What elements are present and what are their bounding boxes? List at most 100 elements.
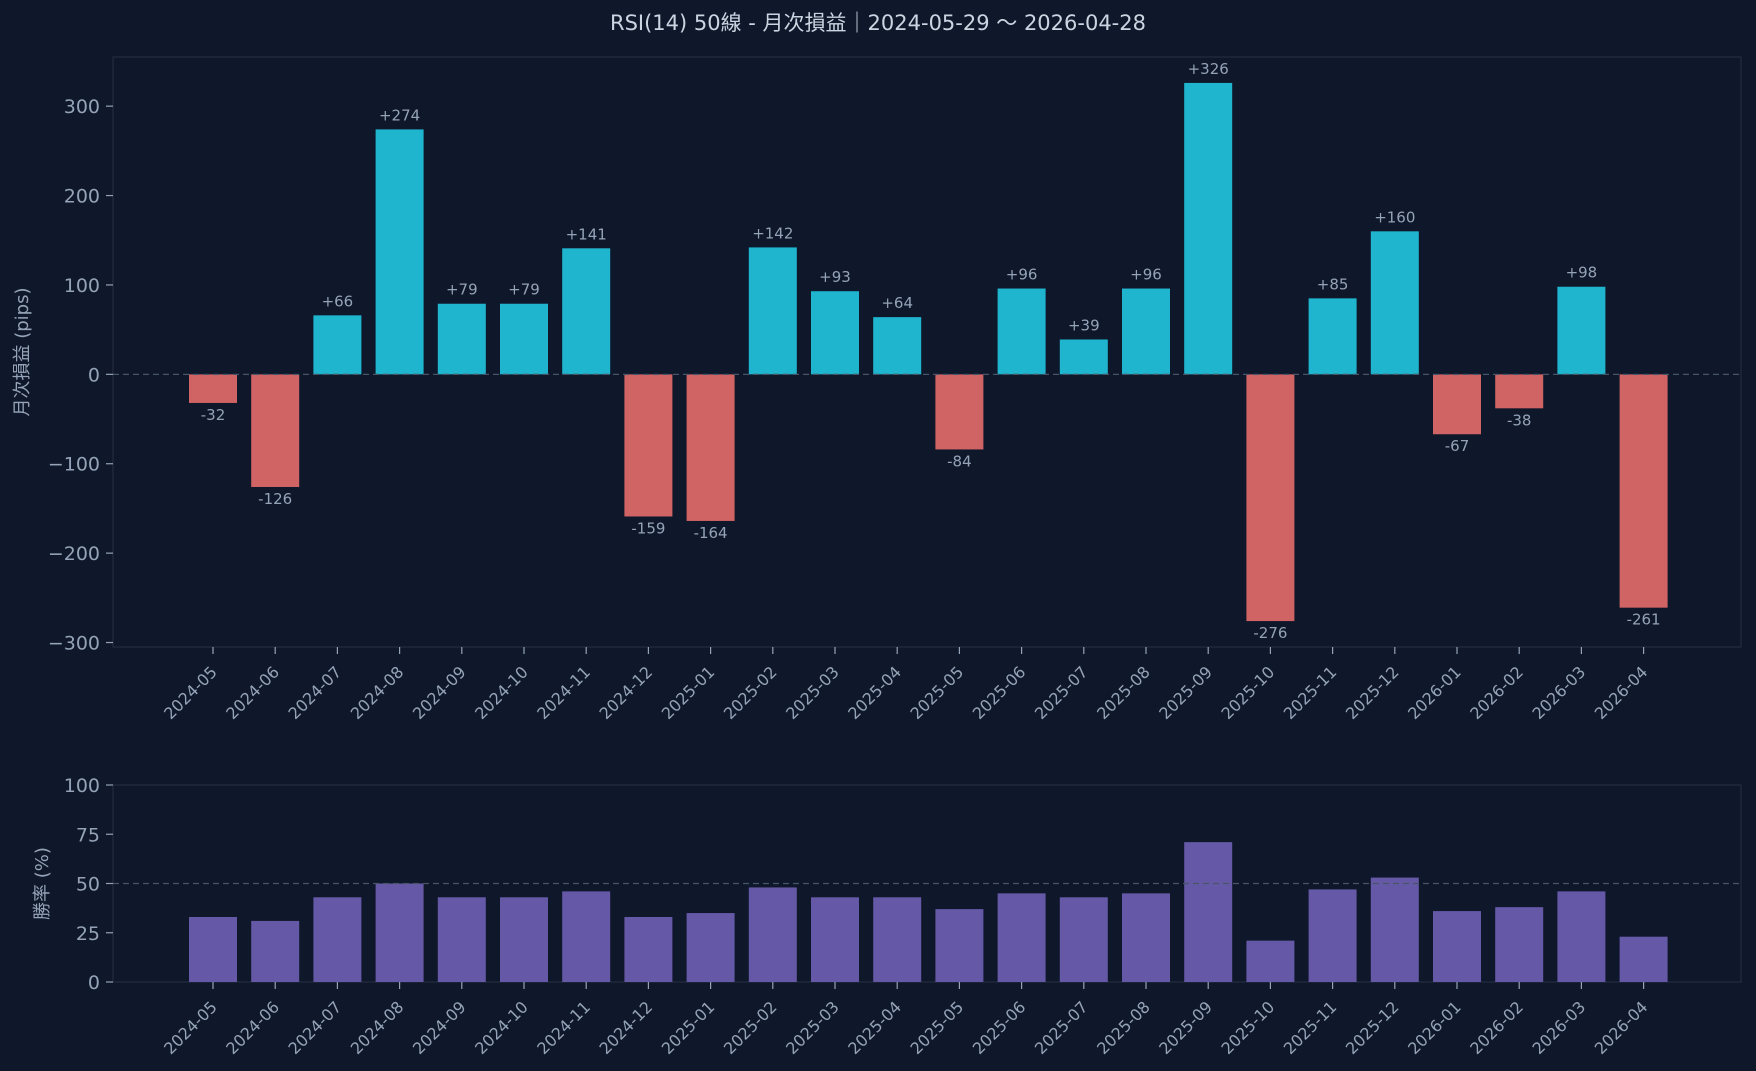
- pnl-y-tick-label: 100: [64, 275, 100, 297]
- pnl-x-tick-label: 2025-08: [1093, 662, 1154, 723]
- pnl-bar-2025-04: [873, 317, 922, 375]
- pnl-x-tick-label: 2024-12: [596, 662, 657, 723]
- winrate-x-tick-label: 2025-02: [720, 997, 781, 1058]
- pnl-data-label: -32: [201, 406, 226, 424]
- winrate-bar-2024-08: [375, 883, 424, 982]
- pnl-x-tick-label: 2026-03: [1529, 662, 1590, 723]
- pnl-bar-2024-10: [500, 303, 548, 375]
- winrate-x-tick-label: 2024-08: [347, 997, 408, 1058]
- winrate-y-axis-label: 勝率 (%): [32, 847, 53, 920]
- pnl-y-tick-label: −200: [48, 543, 100, 565]
- pnl-data-label: -261: [1627, 611, 1661, 629]
- pnl-x-tick-label: 2025-05: [907, 662, 968, 723]
- pnl-bar-2025-01: [686, 374, 735, 521]
- winrate-x-tick-label: 2025-01: [658, 997, 719, 1058]
- pnl-bar-2025-11: [1308, 298, 1357, 375]
- pnl-data-label: +39: [1068, 316, 1100, 334]
- winrate-bar-2026-01: [1433, 911, 1481, 982]
- pnl-data-label: +160: [1374, 208, 1415, 226]
- winrate-bar-2025-10: [1246, 940, 1295, 982]
- pnl-bar-2025-10: [1246, 374, 1295, 622]
- pnl-data-label: -164: [694, 524, 728, 542]
- winrate-y-tick-label: 100: [64, 775, 100, 797]
- pnl-plot-frame: [112, 56, 1742, 648]
- pnl-y-tick-label: 300: [64, 96, 100, 118]
- pnl-bar-2024-06: [251, 374, 300, 487]
- pnl-bar-2024-05: [189, 374, 237, 403]
- winrate-bar-2024-09: [437, 897, 486, 982]
- winrate-bar-2025-05: [935, 909, 984, 982]
- pnl-data-label: +326: [1188, 60, 1229, 78]
- pnl-x-tick-label: 2025-07: [1031, 662, 1092, 723]
- winrate-x-tick-label: 2024-10: [471, 997, 532, 1058]
- winrate-x-tick-label: 2024-09: [409, 997, 470, 1058]
- winrate-x-tick-label: 2024-06: [222, 997, 283, 1058]
- pnl-x-tick-label: 2024-10: [471, 662, 532, 723]
- winrate-bar-2025-06: [997, 893, 1046, 982]
- winrate-bar-2025-09: [1184, 842, 1233, 982]
- pnl-bar-2025-06: [997, 288, 1046, 375]
- pnl-x-tick-label: 2025-01: [658, 662, 719, 723]
- winrate-bar-2025-08: [1122, 893, 1170, 982]
- pnl-x-tick-label: 2025-11: [1280, 662, 1341, 723]
- pnl-x-tick-label: 2026-02: [1466, 662, 1527, 723]
- winrate-bar-2024-10: [500, 897, 548, 982]
- pnl-x-tick-label: 2025-04: [844, 662, 905, 723]
- pnl-x-tick-label: 2026-01: [1404, 662, 1465, 723]
- pnl-data-label: +79: [446, 281, 478, 299]
- winrate-bar-2025-11: [1308, 889, 1357, 982]
- pnl-x-tick-label: 2024-06: [222, 662, 283, 723]
- pnl-data-label: -159: [631, 519, 665, 537]
- pnl-panel: 300 200 100 0 −100 −200 −300 月次損益 (pips) -32 2024…: [12, 56, 1742, 723]
- winrate-y-tick-label: 0: [88, 972, 100, 994]
- pnl-bar-2025-02: [748, 247, 797, 375]
- pnl-x-tick-label: 2024-07: [285, 662, 346, 723]
- chart-title: RSI(14) 50線 - 月次損益｜2024-05-29 〜 2026-04-…: [610, 11, 1146, 35]
- winrate-x-tick-label: 2025-07: [1031, 997, 1092, 1058]
- pnl-x-tick-label: 2025-09: [1155, 662, 1216, 723]
- pnl-bar-2024-12: [624, 374, 673, 517]
- winrate-bar-2025-12: [1370, 877, 1419, 982]
- winrate-bar-2025-01: [686, 913, 735, 982]
- pnl-bar-2026-04: [1619, 374, 1668, 608]
- pnl-data-label: +142: [752, 224, 793, 242]
- pnl-data-label: +141: [566, 225, 607, 243]
- pnl-bar-2025-08: [1122, 288, 1170, 375]
- winrate-bar-2024-06: [251, 920, 300, 982]
- pnl-bar-2026-03: [1557, 286, 1606, 375]
- pnl-data-label: +274: [379, 106, 420, 124]
- pnl-data-label: +93: [819, 268, 851, 286]
- winrate-x-tick-label: 2024-05: [160, 997, 221, 1058]
- pnl-bar-2025-09: [1184, 82, 1233, 375]
- pnl-bar-2025-12: [1370, 231, 1419, 375]
- pnl-bar-2025-05: [935, 374, 984, 450]
- winrate-x-tick-label: 2025-10: [1218, 997, 1279, 1058]
- pnl-data-label: -126: [258, 490, 292, 508]
- pnl-bar-2024-08: [375, 129, 424, 375]
- winrate-x-tick-label: 2025-04: [844, 997, 905, 1058]
- winrate-bar-2025-03: [811, 897, 859, 982]
- winrate-x-tick-label: 2025-12: [1342, 997, 1403, 1058]
- winrate-x-tick-label: 2026-04: [1591, 997, 1652, 1058]
- pnl-bar-2024-09: [437, 303, 486, 375]
- pnl-data-label: -276: [1253, 624, 1287, 642]
- winrate-y-tick-label: 75: [76, 824, 100, 846]
- pnl-data-label: +96: [1006, 266, 1038, 284]
- pnl-bar-2024-11: [562, 248, 611, 375]
- winrate-x-tick-label: 2024-11: [533, 997, 594, 1058]
- winrate-x-tick-label: 2025-09: [1155, 997, 1216, 1058]
- pnl-x-tick-label: 2025-03: [782, 662, 843, 723]
- pnl-x-tick-label: 2025-12: [1342, 662, 1403, 723]
- winrate-bar-2024-07: [313, 897, 362, 982]
- pnl-y-tick-label: 0: [88, 364, 100, 386]
- winrate-bar-2026-02: [1495, 907, 1544, 982]
- pnl-bar-2024-07: [313, 315, 362, 375]
- winrate-x-tick-label: 2025-08: [1093, 997, 1154, 1058]
- pnl-y-axis-label: 月次損益 (pips): [12, 288, 33, 417]
- winrate-x-tick-label: 2026-01: [1404, 997, 1465, 1058]
- winrate-x-tick-label: 2025-05: [907, 997, 968, 1058]
- pnl-x-tick-label: 2025-06: [969, 662, 1030, 723]
- pnl-x-tick-label: 2025-02: [720, 662, 781, 723]
